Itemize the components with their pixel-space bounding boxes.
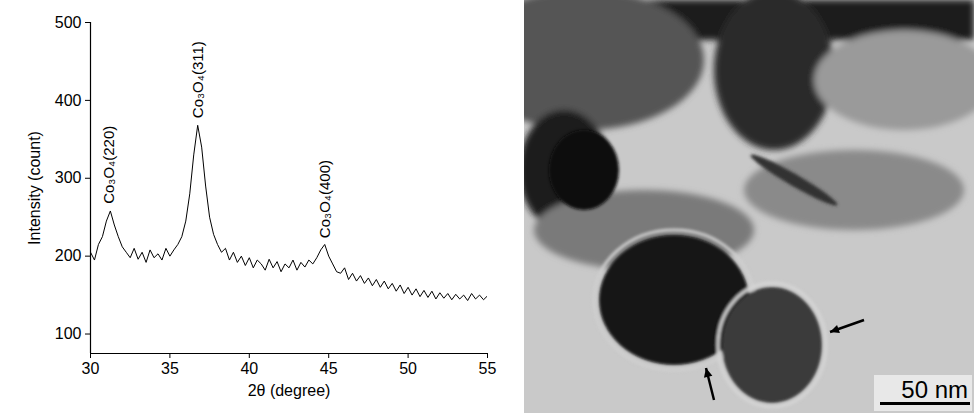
svg-text:55: 55 — [479, 360, 497, 377]
svg-text:50: 50 — [399, 360, 417, 377]
svg-text:45: 45 — [320, 360, 338, 377]
svg-text:2θ (degree): 2θ (degree) — [248, 382, 331, 399]
svg-text:200: 200 — [55, 247, 82, 264]
svg-text:50 nm: 50 nm — [901, 376, 968, 403]
svg-text:Intensity (count): Intensity (count) — [26, 131, 43, 245]
svg-text:100: 100 — [55, 325, 82, 342]
svg-text:40: 40 — [240, 360, 258, 377]
svg-text:400: 400 — [55, 92, 82, 109]
svg-text:300: 300 — [55, 169, 82, 186]
svg-text:Co₃O₄(400): Co₃O₄(400) — [316, 160, 333, 238]
svg-text:35: 35 — [161, 360, 179, 377]
svg-text:Co₃O₄(220): Co₃O₄(220) — [100, 126, 117, 204]
svg-text:Co₃O₄(311): Co₃O₄(311) — [189, 41, 206, 118]
svg-text:30: 30 — [82, 360, 100, 377]
svg-text:500: 500 — [55, 14, 82, 31]
